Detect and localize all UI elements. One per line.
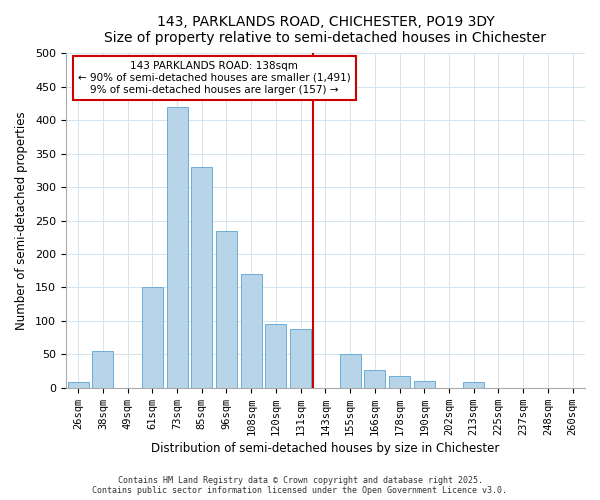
Bar — [142, 288, 163, 388]
Text: Contains HM Land Registry data © Crown copyright and database right 2025.
Contai: Contains HM Land Registry data © Crown c… — [92, 476, 508, 495]
Bar — [414, 381, 435, 388]
Bar — [389, 376, 410, 388]
Bar — [68, 382, 89, 388]
X-axis label: Distribution of semi-detached houses by size in Chichester: Distribution of semi-detached houses by … — [151, 442, 500, 455]
Bar — [92, 351, 113, 388]
Bar — [290, 329, 311, 388]
Bar — [216, 230, 237, 388]
Bar — [167, 107, 188, 388]
Y-axis label: Number of semi-detached properties: Number of semi-detached properties — [15, 112, 28, 330]
Bar — [241, 274, 262, 388]
Bar — [265, 324, 286, 388]
Bar — [463, 382, 484, 388]
Title: 143, PARKLANDS ROAD, CHICHESTER, PO19 3DY
Size of property relative to semi-deta: 143, PARKLANDS ROAD, CHICHESTER, PO19 3D… — [104, 15, 547, 45]
Text: 143 PARKLANDS ROAD: 138sqm
← 90% of semi-detached houses are smaller (1,491)
9% : 143 PARKLANDS ROAD: 138sqm ← 90% of semi… — [78, 62, 350, 94]
Bar — [364, 370, 385, 388]
Bar — [340, 354, 361, 388]
Bar — [191, 167, 212, 388]
